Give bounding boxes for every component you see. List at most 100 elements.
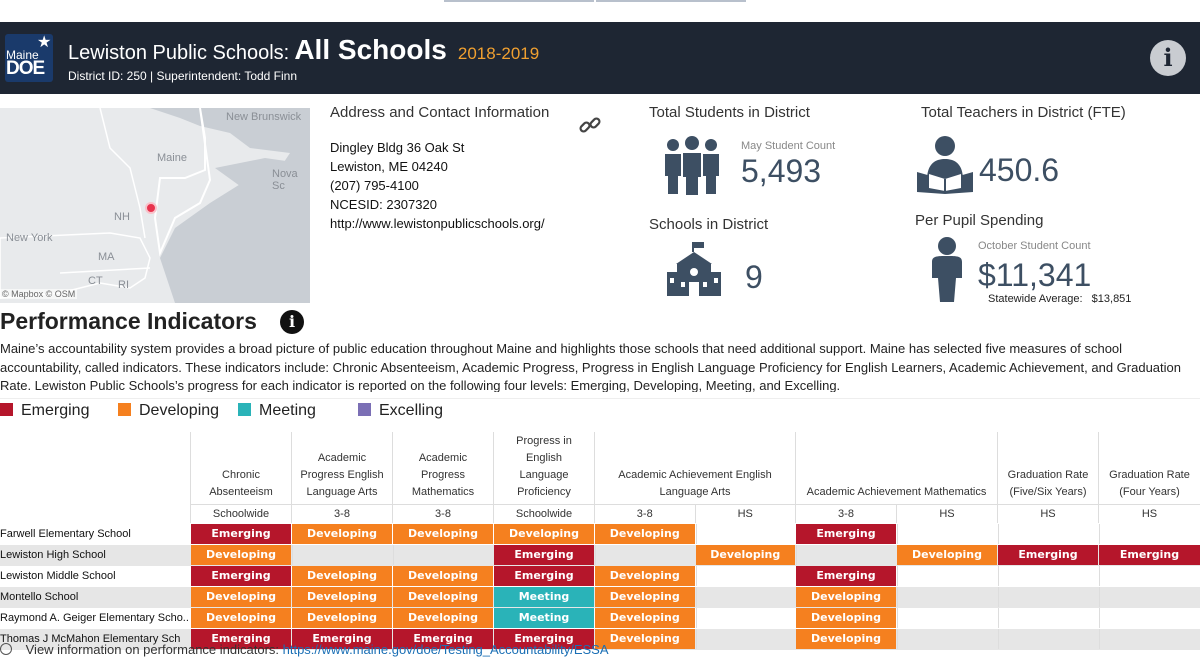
- indicator-cell[interactable]: Developing: [595, 587, 695, 607]
- district-map[interactable]: New Brunswick Maine Nova Sc NH New York …: [0, 108, 310, 303]
- legend-item-emerging[interactable]: Emerging: [0, 402, 89, 420]
- indicator-cell: [998, 629, 1098, 649]
- map-label-new-york: New York: [6, 232, 53, 244]
- indicator-cell[interactable]: Developing: [595, 524, 695, 544]
- link-icon[interactable]: [578, 114, 602, 142]
- column-subheader: Schoolwide: [493, 504, 594, 523]
- indicator-cell[interactable]: Meeting: [494, 608, 594, 628]
- map-label-new-brunswick: New Brunswick: [226, 111, 302, 123]
- indicator-cell[interactable]: Emerging: [292, 629, 392, 649]
- indicator-cell[interactable]: Emerging: [494, 629, 594, 649]
- radio-icon[interactable]: [0, 643, 12, 655]
- indicator-cell[interactable]: Developing: [695, 545, 795, 565]
- indicator-cell[interactable]: Developing: [494, 524, 594, 544]
- indicator-cell: [695, 524, 796, 544]
- school-view-selector[interactable]: All Schools: [294, 34, 447, 65]
- indicator-cell[interactable]: Developing: [595, 566, 695, 586]
- indicator-cell: [1099, 524, 1200, 544]
- map-label-ma: MA: [98, 251, 115, 263]
- performance-legend: Emerging Developing Meeting Excelling: [0, 398, 1200, 427]
- school-name[interactable]: Raymond A. Geiger Elementary Scho..: [0, 612, 189, 624]
- indicator-cell[interactable]: Developing: [191, 587, 291, 607]
- indicator-cell[interactable]: Emerging: [393, 629, 493, 649]
- map-label-ct: CT: [88, 275, 103, 287]
- legend-label: Developing: [139, 402, 220, 419]
- legend-item-developing[interactable]: Developing: [118, 402, 219, 420]
- indicator-cell: [595, 545, 695, 565]
- legend-swatch: [358, 403, 371, 416]
- performance-info-icon[interactable]: i: [280, 310, 304, 334]
- school-name[interactable]: Farwell Elementary School: [0, 528, 131, 540]
- column-header-label: Academic Progress English Language Arts: [300, 452, 384, 498]
- district-location-marker[interactable]: [145, 202, 157, 214]
- indicator-cell: [897, 608, 997, 628]
- indicator-cell[interactable]: Developing: [595, 608, 695, 628]
- school-name[interactable]: Montello School: [0, 591, 79, 603]
- indicator-cell[interactable]: Emerging: [494, 566, 594, 586]
- column-header: Chronic Absenteeism: [190, 432, 291, 504]
- schools-value: 9: [745, 259, 763, 295]
- teacher-reading-icon: [915, 134, 975, 198]
- indicator-cell[interactable]: Emerging: [796, 566, 896, 586]
- logo-text-line2: DOE: [6, 58, 45, 79]
- indicator-cell[interactable]: Developing: [595, 629, 695, 649]
- indicator-cell[interactable]: Emerging: [998, 545, 1098, 565]
- legend-item-excelling[interactable]: Excelling: [358, 402, 443, 420]
- top-tab-1[interactable]: [444, 0, 594, 2]
- contact-info: Dingley Bldg 36 Oak St Lewiston, ME 0424…: [330, 138, 545, 233]
- indicator-cell[interactable]: Emerging: [191, 566, 291, 586]
- indicator-cell[interactable]: Developing: [292, 566, 392, 586]
- indicator-cell[interactable]: Developing: [897, 545, 997, 565]
- column-subheader: 3-8: [392, 504, 493, 523]
- indicator-cell: [998, 524, 1098, 544]
- indicator-cell[interactable]: Emerging: [1099, 545, 1200, 565]
- indicator-cell[interactable]: Developing: [292, 587, 392, 607]
- school-name[interactable]: Thomas J McMahon Elementary Sch: [0, 633, 181, 645]
- indicator-cell: [897, 629, 997, 649]
- indicator-cell[interactable]: Developing: [796, 587, 896, 607]
- top-tab-2[interactable]: [596, 0, 746, 2]
- indicator-cell[interactable]: Developing: [796, 608, 896, 628]
- indicator-cell[interactable]: Developing: [191, 608, 291, 628]
- indicator-cell: [998, 566, 1098, 586]
- logo-text-line1: Maine: [6, 48, 39, 62]
- district-name: Lewiston Public Schools:: [68, 42, 290, 64]
- column-subheader: HS: [694, 504, 795, 523]
- school-name[interactable]: Lewiston Middle School: [0, 570, 116, 582]
- legend-item-meeting[interactable]: Meeting: [238, 402, 316, 420]
- indicator-cell[interactable]: Developing: [292, 608, 392, 628]
- website-link[interactable]: http://www.lewistonpublicschools.org/: [330, 216, 545, 231]
- footer-text: View information on performance indicato…: [25, 642, 283, 657]
- performance-description: Maine’s accountability system provides a…: [0, 341, 1181, 392]
- indicator-cell: [1099, 566, 1200, 586]
- spending-label: Per Pupil Spending: [915, 212, 1044, 229]
- school-name[interactable]: Lewiston High School: [0, 549, 106, 561]
- indicator-cell[interactable]: Developing: [393, 608, 493, 628]
- column-header-label: Academic Progress Mathematics: [411, 452, 475, 498]
- indicator-cell[interactable]: Developing: [393, 587, 493, 607]
- indicator-cell[interactable]: Developing: [393, 566, 493, 586]
- students-value: 5,493: [741, 153, 822, 189]
- column-subheader: 3-8: [291, 504, 392, 523]
- map-label-nova-scotia: Nova Sc: [272, 168, 298, 192]
- indicator-cell[interactable]: Emerging: [191, 629, 291, 649]
- column-header: Academic Achievement English Language Ar…: [594, 432, 795, 504]
- indicator-cell[interactable]: Developing: [393, 524, 493, 544]
- indicator-cell[interactable]: Developing: [292, 524, 392, 544]
- school-year: 2018-2019: [457, 44, 540, 63]
- info-icon[interactable]: i: [1150, 40, 1186, 76]
- indicator-cell[interactable]: Emerging: [494, 545, 594, 565]
- legend-swatch: [0, 403, 13, 416]
- indicator-cell[interactable]: Emerging: [191, 524, 291, 544]
- students-sub-label: May Student Count: [741, 140, 836, 152]
- map-credit[interactable]: © Mapbox © OSM: [0, 289, 78, 299]
- indicator-cell[interactable]: Developing: [796, 629, 896, 649]
- column-header-label: Graduation Rate (Four Years): [1109, 469, 1190, 498]
- indicator-cell[interactable]: Meeting: [494, 587, 594, 607]
- indicator-cell[interactable]: Emerging: [796, 524, 896, 544]
- page-title: Lewiston Public Schools: All Schools 201…: [68, 34, 539, 66]
- indicator-cell[interactable]: Developing: [191, 545, 291, 565]
- essa-link[interactable]: https://www.maine.gov/doe/Testing_Accoun…: [282, 642, 609, 657]
- contact-heading: Address and Contact Information: [330, 104, 550, 121]
- column-subheader: HS: [896, 504, 997, 523]
